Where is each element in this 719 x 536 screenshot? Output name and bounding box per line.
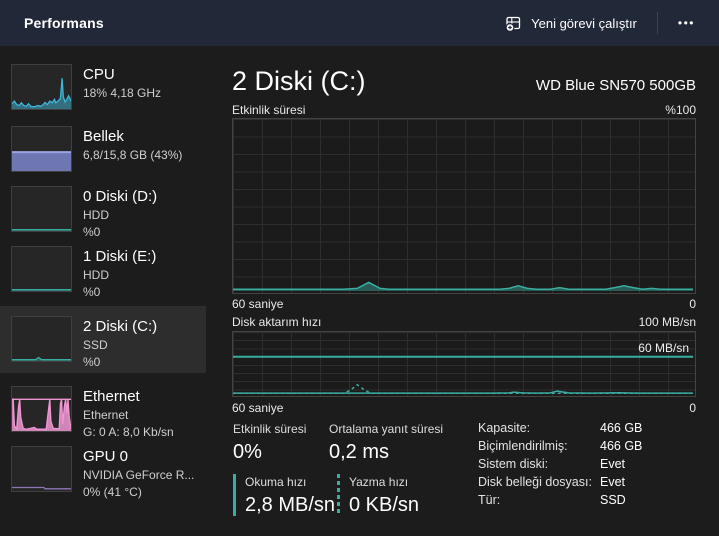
memory-sparkline: [11, 126, 72, 172]
transfer-chart-max-label: 100 MB/sn: [638, 315, 696, 329]
sidebar-item-sub: HDD: [83, 208, 109, 222]
detail-value: Evet: [600, 475, 626, 489]
stat-label: Etkinlik süresi: [233, 422, 307, 436]
sidebar-item-sub2: %0: [83, 355, 101, 369]
transfer-x-left: 60 saniye: [232, 401, 284, 415]
sidebar-item-cpu[interactable]: CPU 18% 4,18 GHz: [0, 64, 206, 110]
sidebar-item-sub2: 0% (41 °C): [83, 485, 142, 499]
sidebar-item-title: Bellek: [83, 128, 124, 145]
cpu-sparkline: [11, 64, 72, 110]
detail-value: 466 GB: [600, 439, 643, 453]
page-title: Performans: [24, 15, 104, 31]
disk-stats: Etkinlik süresi 0% Ortalama yanıt süresi…: [233, 421, 457, 518]
sidebar-item-sub: NVIDIA GeForce R...: [83, 468, 195, 482]
transfer-x-right: 0: [689, 401, 696, 415]
transfer-marker-label: 60 MB/sn: [638, 341, 689, 355]
sidebar-item-sub: Ethernet: [83, 408, 129, 422]
sidebar-item-disk1[interactable]: 1 Diski (E:) HDD %0: [0, 246, 206, 301]
activity-chart-label: Etkinlik süresi: [232, 103, 306, 117]
detail-value: 466 GB: [600, 421, 643, 435]
disk0-sparkline: [11, 186, 72, 232]
sidebar-item-sub: 6,8/15,8 GB (43%): [83, 148, 183, 162]
write-speed-marker: [337, 474, 340, 516]
sidebar-item-sub: SSD: [83, 338, 108, 352]
read-speed-marker: [233, 474, 236, 516]
gpu-sparkline: [11, 446, 72, 492]
detail-label: Sistem diski:: [478, 457, 549, 471]
disk-title: 2 Diski (C:): [232, 66, 366, 96]
stat-value: 2,8 MB/sn: [245, 494, 336, 516]
sidebar-item-title: 2 Diski (C:): [83, 318, 158, 335]
activity-chart: [232, 118, 696, 294]
sidebar-item-sub2: %0: [83, 285, 101, 299]
sidebar-item-disk0[interactable]: 0 Diski (D:) HDD %0: [0, 186, 206, 241]
stat-write-speed: Yazma hızı 0 KB/sn: [337, 474, 457, 518]
transfer-chart: 60 MB/sn: [232, 331, 696, 397]
stat-label: Yazma hızı: [349, 475, 409, 489]
sidebar-item-title: 1 Diski (E:): [83, 248, 157, 265]
sidebar-item-title: CPU: [83, 66, 115, 83]
disk1-sparkline: [11, 246, 72, 292]
device-name: WD Blue SN570 500GB: [535, 77, 696, 94]
activity-chart-max-label: %100: [665, 103, 696, 117]
stat-read-speed: Okuma hızı 2,8 MB/sn: [233, 474, 337, 518]
detail-value: Evet: [600, 457, 626, 471]
sidebar-item-sub2: G: 0 A: 8,0 Kb/sn: [83, 425, 174, 439]
activity-x-left: 60 saniye: [232, 297, 284, 311]
titlebar-divider: [656, 12, 658, 34]
new-task-icon: [505, 15, 522, 32]
sidebar-item-title: 0 Diski (D:): [83, 188, 158, 205]
transfer-chart-canvas: [233, 355, 693, 394]
sidebar-item-sub: HDD: [83, 268, 109, 282]
disk2-sparkline: [11, 316, 72, 362]
stat-value: 0,2 ms: [329, 441, 390, 463]
stat-avg-response: Ortalama yanıt süresi 0,2 ms: [329, 421, 457, 465]
sidebar-item-sub2: %0: [83, 225, 101, 239]
ethernet-sparkline: [11, 386, 72, 432]
titlebar-actions: Yeni görevi çalıştır •••: [493, 8, 707, 39]
sidebar-item-gpu[interactable]: GPU 0 NVIDIA GeForce R... 0% (41 °C): [0, 446, 206, 501]
sidebar-item-memory[interactable]: Bellek 6,8/15,8 GB (43%): [0, 126, 206, 172]
titlebar: Performans Yeni görevi çalıştır •••: [0, 0, 719, 46]
stat-value: 0 KB/sn: [349, 494, 420, 516]
activity-x-right: 0: [689, 297, 696, 311]
stat-label: Ortalama yanıt süresi: [329, 422, 444, 436]
transfer-chart-label: Disk aktarım hızı: [232, 315, 322, 329]
more-options-button[interactable]: •••: [666, 10, 707, 36]
stat-label: Okuma hızı: [245, 475, 307, 489]
activity-chart-canvas: [233, 281, 693, 291]
stat-active-time: Etkinlik süresi 0%: [233, 421, 329, 465]
ellipsis-icon: •••: [677, 16, 695, 30]
stat-value: 0%: [233, 441, 262, 463]
run-new-task-label: Yeni görevi çalıştır: [531, 15, 637, 31]
sidebar-item-title: Ethernet: [83, 388, 140, 405]
sidebar-item-title: GPU 0: [83, 448, 129, 465]
sidebar-item-ethernet[interactable]: Ethernet Ethernet G: 0 A: 8,0 Kb/sn: [0, 386, 206, 441]
detail-label: Biçimlendirilmiş:: [478, 439, 568, 453]
detail-label: Tür:: [478, 493, 501, 507]
detail-label: Disk belleği dosyası:: [478, 475, 592, 489]
run-new-task-button[interactable]: Yeni görevi çalıştır: [493, 8, 649, 39]
detail-label: Kapasite:: [478, 421, 531, 435]
detail-value: SSD: [600, 493, 626, 507]
disk-details: Kapasite: 466 GB Biçimlendirilmiş: 466 G…: [478, 421, 642, 507]
sidebar-item-disk2[interactable]: 2 Diski (C:) SSD %0: [0, 306, 206, 373]
sidebar-item-sub: 18% 4,18 GHz: [83, 86, 162, 100]
